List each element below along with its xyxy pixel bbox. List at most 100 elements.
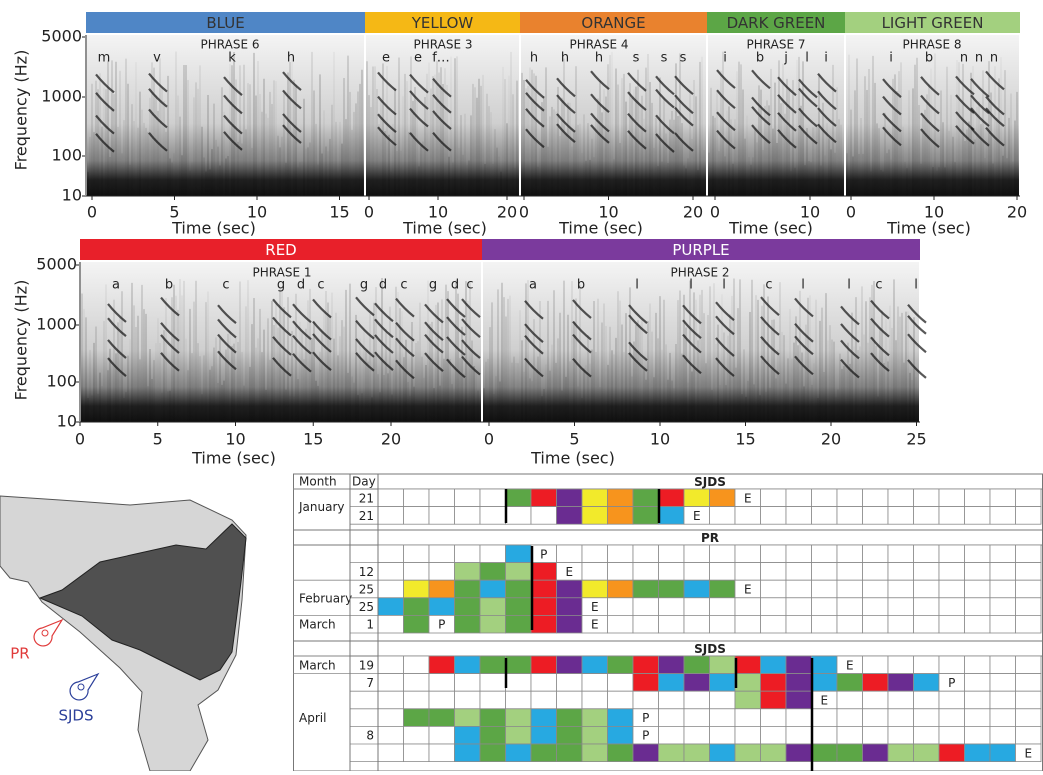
phrase-cell [531, 598, 557, 616]
syllable-label: s [680, 51, 687, 66]
empty-cell [506, 674, 532, 692]
cell-note: E [591, 600, 599, 614]
phrase-cell [684, 656, 710, 674]
phrase-cell [557, 489, 583, 507]
phrase-cell [761, 744, 787, 762]
phrase-cell [837, 744, 863, 762]
empty-cell [378, 580, 404, 598]
empty-cell [837, 580, 863, 598]
empty-cell [1016, 615, 1042, 633]
empty-cell [684, 563, 710, 581]
empty-cell [1016, 674, 1042, 692]
empty-cell [888, 709, 914, 727]
phrase-cell [455, 598, 481, 616]
phrase-cell [659, 744, 685, 762]
empty-cell [455, 489, 481, 507]
empty-cell [684, 615, 710, 633]
empty-cell [710, 563, 736, 581]
syllable-label: n [975, 51, 983, 66]
phrase-header-label: ORANGE [581, 14, 645, 32]
empty-cell [480, 674, 506, 692]
phrase-cell [710, 674, 736, 692]
phrase-cell [582, 709, 608, 727]
empty-cell [914, 580, 940, 598]
x-tick-label: 10 [225, 430, 245, 449]
phrase-cell [480, 563, 506, 581]
x-tick-label: 0 [846, 203, 856, 222]
syllable-label: c [317, 278, 324, 293]
empty-cell [837, 691, 863, 709]
phrase-cell [531, 580, 557, 598]
empty-cell [378, 691, 404, 709]
month-label: April [299, 711, 326, 725]
phrase-cell [582, 726, 608, 744]
phrase-cell [531, 563, 557, 581]
empty-cell [888, 615, 914, 633]
phrase-cell [761, 691, 787, 709]
phrase-cell [531, 615, 557, 633]
phrase-cell [557, 580, 583, 598]
empty-cell [608, 545, 634, 563]
syllable-label: i [723, 51, 727, 66]
empty-cell [378, 563, 404, 581]
phrase-cell [455, 709, 481, 727]
day-label: 1 [366, 618, 374, 632]
empty-cell [557, 545, 583, 563]
empty-cell [404, 489, 430, 507]
empty-cell [557, 674, 583, 692]
empty-cell [965, 726, 991, 744]
phrase-cell [735, 691, 761, 709]
empty-cell [888, 726, 914, 744]
y-tick-label: 10 [62, 186, 82, 205]
empty-cell [939, 726, 965, 744]
phrase-cell [480, 709, 506, 727]
empty-cell [786, 580, 812, 598]
phrase-cell [582, 744, 608, 762]
empty-cell [735, 726, 761, 744]
empty-cell [888, 563, 914, 581]
empty-cell [710, 545, 736, 563]
empty-cell [965, 691, 991, 709]
syllable-label: v [153, 51, 161, 66]
y-axis-label: Frequency (Hz) [12, 280, 31, 401]
empty-cell [837, 545, 863, 563]
empty-cell [582, 691, 608, 709]
empty-cell [710, 507, 736, 525]
empty-cell [761, 545, 787, 563]
empty-cell [786, 615, 812, 633]
empty-cell [837, 507, 863, 525]
phrase-cell [506, 709, 532, 727]
empty-cell [378, 744, 404, 762]
empty-cell [990, 656, 1016, 674]
empty-cell [965, 674, 991, 692]
empty-cell [633, 691, 659, 709]
empty-cell [863, 598, 889, 616]
month-label: March [299, 618, 336, 632]
phrase-cell [812, 674, 838, 692]
syllable-label: j [783, 51, 788, 66]
empty-cell [659, 726, 685, 744]
empty-cell [480, 691, 506, 709]
empty-cell [965, 580, 991, 598]
empty-cell [914, 489, 940, 507]
empty-cell [939, 545, 965, 563]
day-label: 21 [359, 509, 374, 523]
empty-cell [914, 507, 940, 525]
empty-cell [455, 691, 481, 709]
phrase-cell [633, 674, 659, 692]
phrase-cell [914, 744, 940, 762]
day-label: 25 [359, 600, 374, 614]
phrase-cell [608, 580, 634, 598]
month-label: March [299, 658, 336, 672]
empty-cell [429, 691, 455, 709]
phrase-cell [761, 656, 787, 674]
section-title: PR [701, 531, 719, 545]
phrase-cell [786, 691, 812, 709]
empty-cell [378, 545, 404, 563]
empty-cell [990, 709, 1016, 727]
x-tick-label: 15 [735, 430, 755, 449]
syllable-label: l [805, 51, 809, 66]
phrase-cell [710, 744, 736, 762]
empty-cell [786, 598, 812, 616]
phrase-cell [633, 507, 659, 525]
